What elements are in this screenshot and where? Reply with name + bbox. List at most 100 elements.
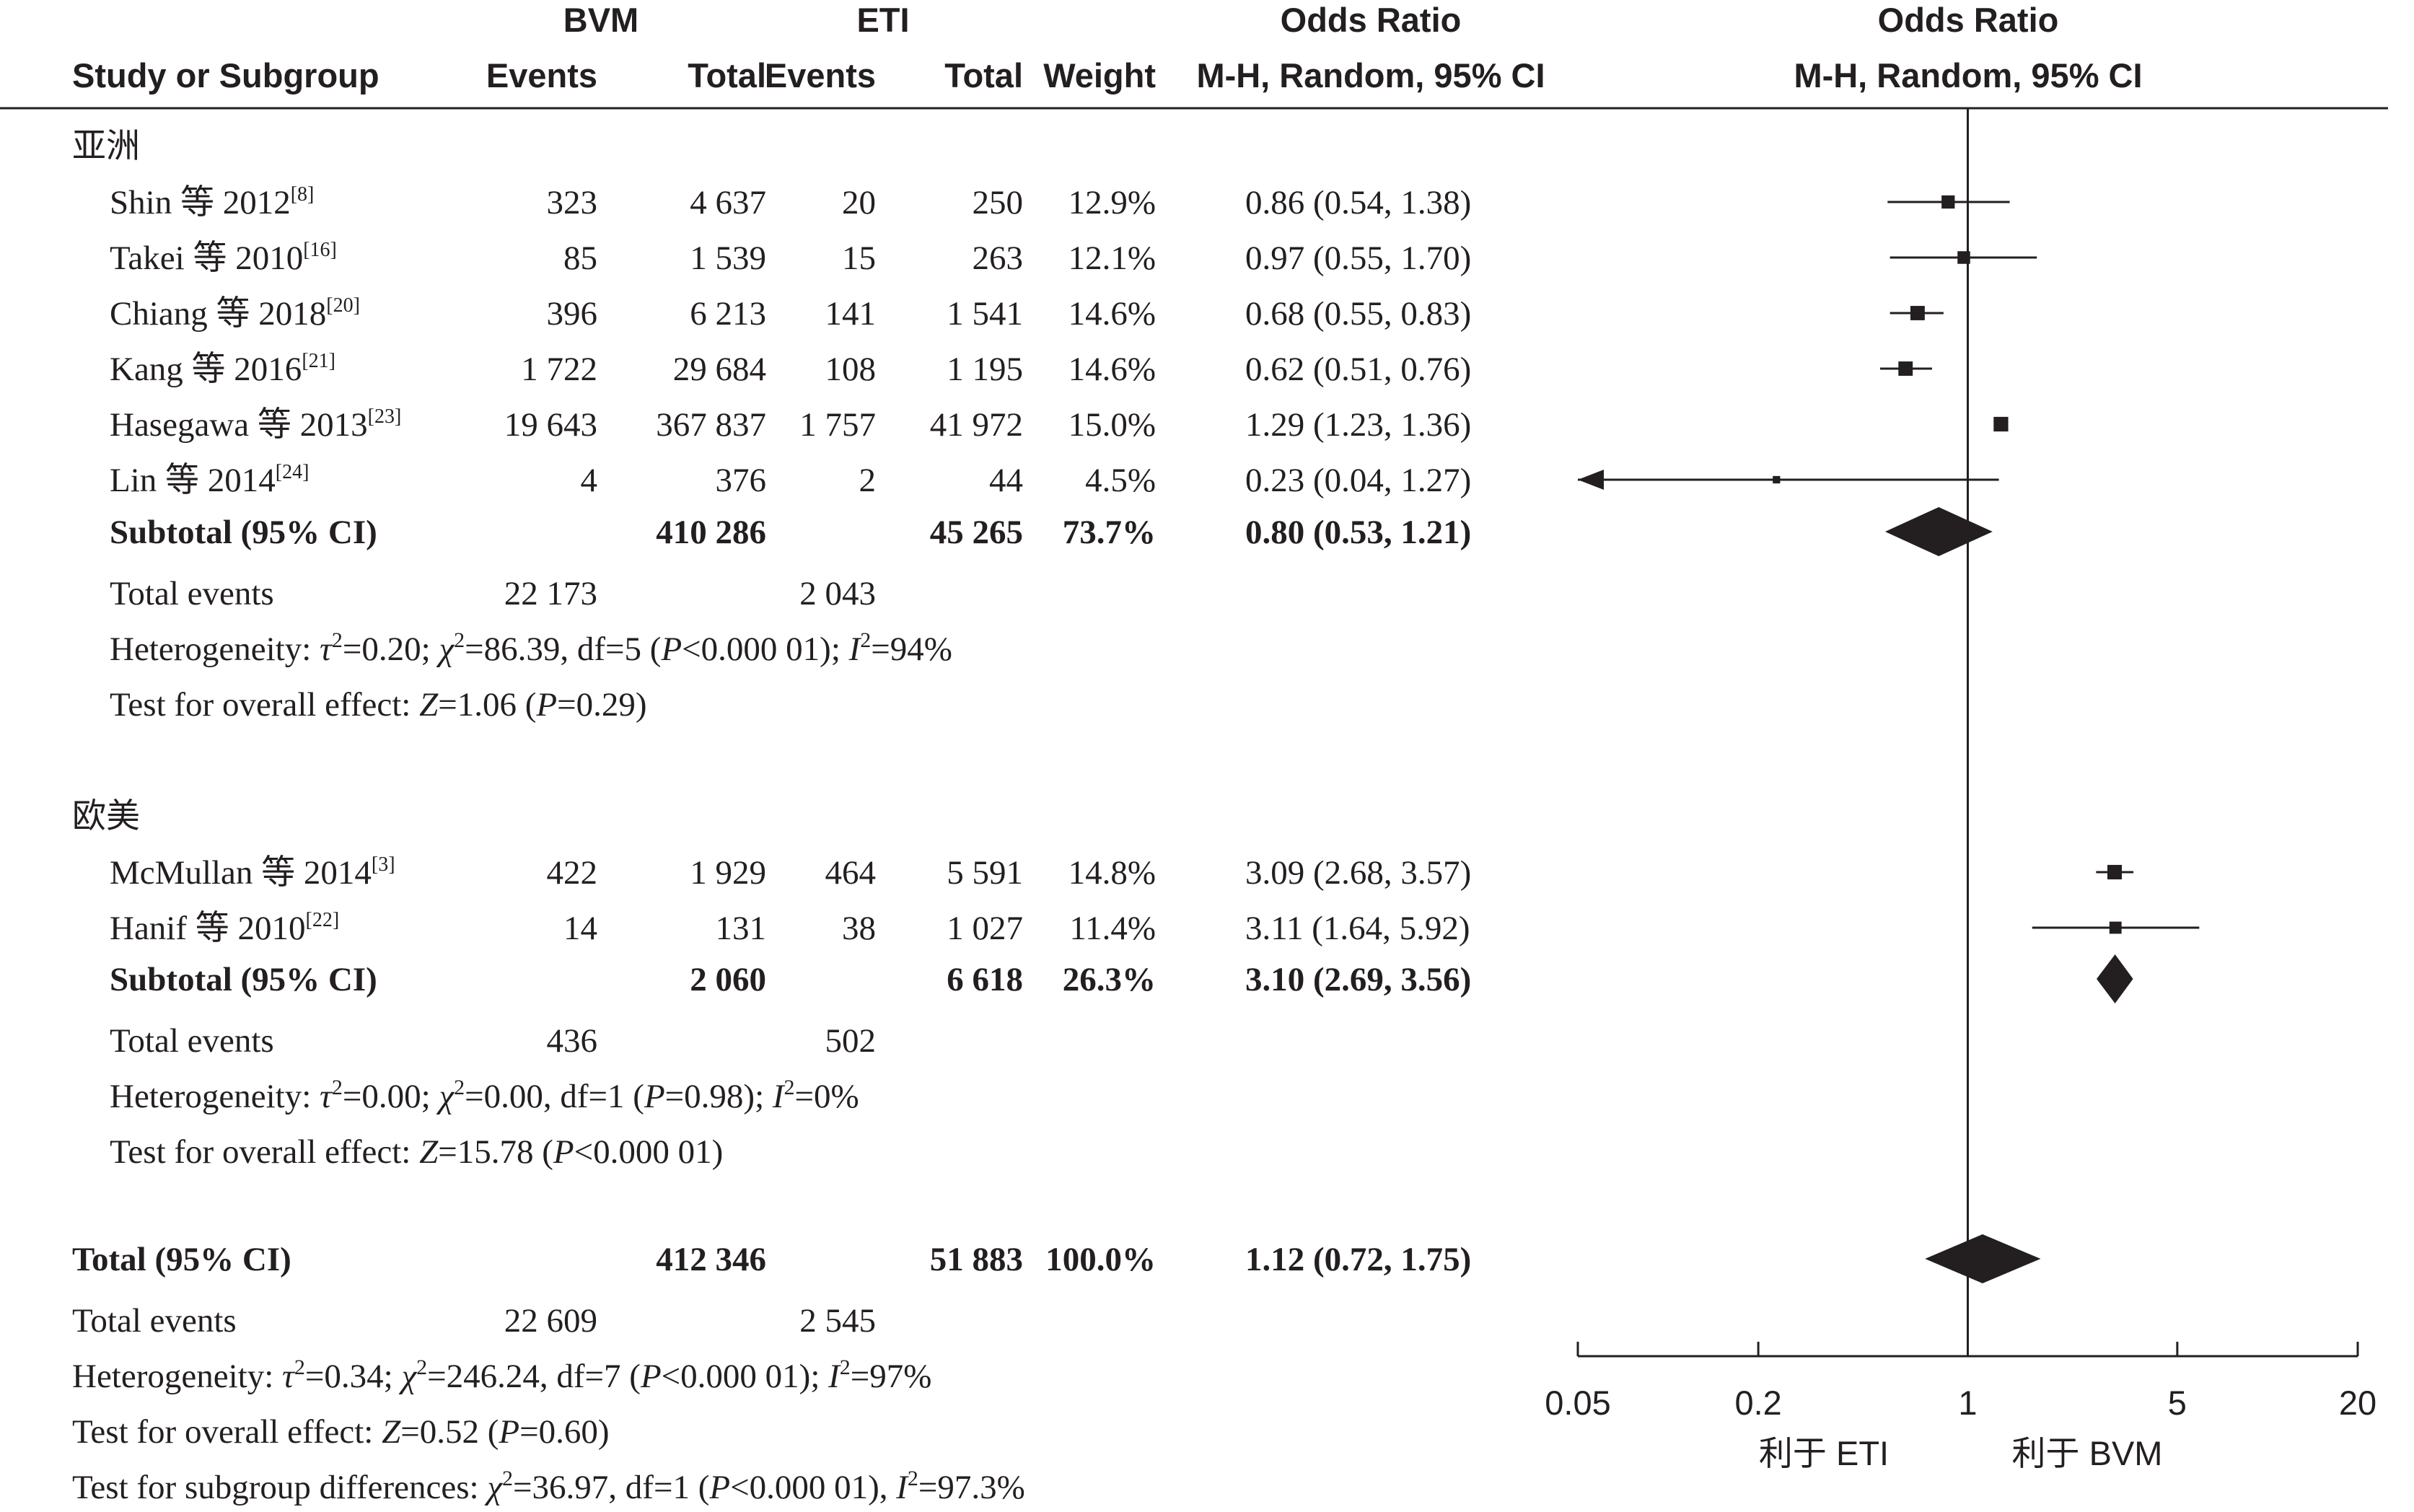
stat-superscript: 2 <box>502 1467 513 1490</box>
stat-superscript: 2 <box>332 1076 343 1099</box>
weight-value: 15.0% <box>1068 406 1156 444</box>
ci-value: 0.68 (0.55, 0.83) <box>1245 295 1471 333</box>
x-tick-label: 20 <box>2339 1384 2376 1422</box>
point-estimate <box>1898 361 1913 376</box>
stat-superscript: 2 <box>332 628 343 652</box>
total2-value: 51 883 <box>930 1241 1023 1278</box>
ci-value: 0.97 (0.55, 1.70) <box>1245 239 1471 277</box>
stat-text: Heterogeneity: <box>110 1078 320 1115</box>
favours-right-label: 利于 BVM <box>2012 1434 2163 1472</box>
events1-value: 14 <box>563 910 597 947</box>
ci-value: 3.09 (2.68, 3.57) <box>1245 854 1471 892</box>
stat-text: =0.34; <box>305 1358 402 1395</box>
total2-value: 41 972 <box>930 406 1023 444</box>
stat-superscript: 2 <box>908 1467 918 1490</box>
stat-symbol: Z <box>382 1413 401 1451</box>
ci-header: M-H, Random, 95% CI <box>1196 56 1545 94</box>
events1-value: 85 <box>563 239 597 277</box>
weight-value: 14.6% <box>1068 295 1156 333</box>
stat-text: <0.000 01); <box>682 630 848 668</box>
stat-symbol: P <box>498 1413 519 1451</box>
study-header: Study or Subgroup <box>72 56 379 94</box>
weight-value: 26.3% <box>1063 961 1156 998</box>
total2-header: Total <box>944 56 1023 94</box>
events1-value: 19 643 <box>504 406 597 444</box>
stat-text: =36.97, df=1 ( <box>513 1469 709 1506</box>
total-events1: 436 <box>547 1022 598 1060</box>
weight-value: 11.4% <box>1069 910 1156 947</box>
stat-symbol: τ <box>320 1078 333 1115</box>
study-label: Hanif 等 2010[22] <box>110 909 339 947</box>
ci-value: 0.80 (0.53, 1.21) <box>1245 514 1471 551</box>
stat-text: =246.24, df=7 ( <box>427 1358 641 1395</box>
events2-value: 108 <box>825 351 877 388</box>
heterogeneity-text: Heterogeneity: τ2=0.20; χ2=86.39, df=5 (… <box>110 628 952 668</box>
stat-symbol: P <box>644 1078 665 1115</box>
study-reference: [20] <box>326 294 360 317</box>
study-reference: [8] <box>291 183 315 206</box>
events2-value: 1 757 <box>799 406 876 444</box>
total-events2: 2 545 <box>799 1302 876 1340</box>
stat-text: <0.000 01); <box>662 1358 828 1395</box>
stat-text: =0% <box>795 1078 859 1115</box>
total2-value: 1 027 <box>947 910 1023 947</box>
x-tick-label: 0.05 <box>1545 1384 1610 1422</box>
ci-value: 3.11 (1.64, 5.92) <box>1245 910 1470 947</box>
total2-value: 45 265 <box>930 514 1023 551</box>
subtotal-label: Subtotal (95% CI) <box>110 514 377 551</box>
stat-symbol: χ <box>398 1358 417 1395</box>
total1-value: 4 637 <box>690 184 766 221</box>
stat-superscript: 2 <box>840 1355 851 1379</box>
total1-value: 29 684 <box>673 351 766 388</box>
subgroup-title: 亚洲 <box>72 126 140 164</box>
stat-text: =97% <box>851 1358 932 1395</box>
subgroup-title: 欧美 <box>72 796 140 835</box>
total1-header: Total <box>688 56 766 94</box>
stat-text: Heterogeneity: <box>110 630 320 668</box>
ci-arrow <box>1578 470 1604 490</box>
ci-value: 1.29 (1.23, 1.36) <box>1245 406 1471 444</box>
or-header: Odds Ratio <box>1281 1 1462 39</box>
events1-value: 4 <box>581 462 598 499</box>
stat-text: =15.78 ( <box>438 1133 553 1171</box>
stat-symbol: τ <box>320 630 333 668</box>
weight-value: 73.7% <box>1063 514 1156 551</box>
x-tick-label: 0.2 <box>1734 1384 1781 1422</box>
total1-value: 2 060 <box>690 961 766 998</box>
total-events1: 22 609 <box>504 1302 597 1340</box>
events2-value: 464 <box>825 854 877 892</box>
study-name: Hanif 等 2010 <box>110 910 306 947</box>
stat-text: =94% <box>871 630 952 668</box>
stat-symbol: P <box>640 1358 662 1395</box>
group1-header: BVM <box>563 1 638 39</box>
stat-symbol: I <box>895 1469 909 1506</box>
stat-text: Test for subgroup differences: <box>72 1469 487 1506</box>
point-estimate <box>2109 921 2122 934</box>
study-label: Hasegawa 等 2013[23] <box>110 405 401 444</box>
events2-value: 141 <box>825 295 877 333</box>
total1-value: 376 <box>716 462 767 499</box>
or-plot-header: Odds Ratio <box>1878 1 2059 39</box>
stat-symbol: χ <box>436 630 455 668</box>
stat-symbol: Z <box>419 686 439 724</box>
stat-symbol: P <box>708 1469 730 1506</box>
study-reference: [22] <box>306 909 340 931</box>
total1-value: 367 837 <box>656 406 766 444</box>
total-events-label: Total events <box>72 1302 237 1340</box>
total1-value: 6 213 <box>690 295 766 333</box>
total2-value: 5 591 <box>947 854 1023 892</box>
x-tick-label: 5 <box>2168 1384 2187 1422</box>
overall-effect-text: Test for overall effect: Z=1.06 (P=0.29) <box>110 686 647 724</box>
study-reference: [16] <box>303 239 337 261</box>
heterogeneity-text: Heterogeneity: τ2=0.00; χ2=0.00, df=1 (P… <box>110 1076 859 1115</box>
point-estimate <box>1910 306 1925 320</box>
point-estimate <box>1773 475 1781 484</box>
study-name: Hasegawa 等 2013 <box>110 406 368 444</box>
x-tick-label: 1 <box>1958 1384 1977 1422</box>
study-name: Kang 等 2016 <box>110 351 302 388</box>
stat-text: =0.29) <box>557 686 646 724</box>
pooled-diamond <box>1925 1234 2041 1283</box>
stat-text: =86.39, df=5 ( <box>465 630 661 668</box>
